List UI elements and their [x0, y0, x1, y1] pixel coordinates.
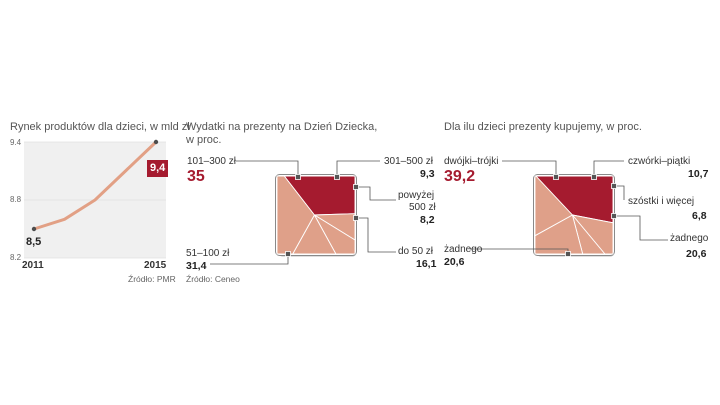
end-value-label: 9,4	[147, 160, 169, 177]
pie2-leader-marker	[611, 183, 617, 189]
y-tick-label: 8.8	[10, 195, 22, 204]
line-chart-source: Źródło: PMR	[128, 274, 176, 284]
pie1-leader-marker	[353, 184, 359, 190]
pie2-label-czworki-piatki: czwórki–piątki	[628, 156, 691, 167]
pie1-value-do-50: 16,1	[416, 258, 437, 270]
pie1-label-51-100: 51–100 zł	[186, 248, 230, 259]
pie2-leader-line	[614, 185, 625, 200]
pie1-slice	[276, 175, 315, 255]
pie2-value-dwojki-trojki: 39,2	[444, 168, 476, 185]
pie1-label-over-500: powyżej	[398, 190, 435, 201]
pie2-leader-marker	[611, 213, 617, 219]
pie2-value-zadnego-left: 20,6	[444, 256, 465, 268]
pie1-leader-marker	[334, 174, 340, 180]
start-point	[31, 226, 37, 232]
pie2-value-szostki: 6,8	[692, 210, 707, 222]
pie1-label-301-500: 301–500 zł	[384, 156, 433, 167]
pie2-label-zadnego-right: żadnego	[670, 233, 709, 244]
pie1-value-101-300: 35	[187, 168, 205, 185]
pie1-label-do-50: do 50 zł	[398, 246, 434, 257]
pie2-leader-marker	[565, 251, 571, 257]
pie1-leader-marker	[353, 215, 359, 221]
pie2-value-czworki-piatki: 10,7	[688, 168, 709, 180]
pie2-leader-line	[502, 160, 557, 177]
pie2-leader-marker	[591, 174, 597, 180]
pie2-title: Dla ilu dzieci prezenty kupujemy, w proc…	[444, 121, 642, 133]
pie1-label-over-500-line2: 500 zł	[409, 202, 436, 213]
start-value-label: 8,5	[26, 236, 42, 248]
pie1-leader-marker	[285, 251, 291, 257]
line-chart-title: Rynek produktów dla dzieci, w mld zł	[10, 121, 190, 133]
x-tick-label: 2011	[22, 260, 44, 271]
pie2-label-szostki: szóstki i więcej	[628, 196, 695, 207]
y-tick-label: 9.4	[10, 138, 22, 147]
pie2-label-dwojki-trojki: dwójki–trójki	[444, 156, 499, 167]
x-tick-label: 2015	[144, 260, 167, 271]
pie1-source: Źródło: Ceneo	[186, 274, 240, 284]
y-tick-label: 8.2	[10, 253, 22, 262]
pie1-leader-line	[356, 217, 396, 253]
pie1-leader-line	[210, 254, 289, 265]
pie2-leader-line	[614, 215, 668, 241]
pie1-title-line2: w proc.	[186, 134, 222, 146]
pie2-label-zadnego-left: żadnego	[444, 244, 483, 255]
pie1-leader-line	[336, 160, 380, 177]
pie1-leader-line	[236, 160, 299, 177]
pie1-leader-marker	[295, 174, 301, 180]
pie2-value-zadnego-right: 20,6	[686, 248, 707, 260]
end-point	[153, 139, 159, 145]
pie1-title: Wydatki na prezenty na Dzień Dziecka,	[186, 121, 378, 133]
pie2-leader-line	[593, 160, 624, 177]
series-line	[32, 140, 158, 231]
pie2-leader-marker	[553, 174, 559, 180]
pie1-label-101-300: 101–300 zł	[187, 156, 236, 167]
pie1-value-301-500: 9,3	[420, 168, 435, 180]
pie2-slice	[534, 175, 574, 237]
pie1-leader-line	[356, 186, 396, 201]
pie1-value-over-500: 8,2	[420, 214, 435, 226]
pie1-value-51-100: 31,4	[186, 260, 207, 272]
